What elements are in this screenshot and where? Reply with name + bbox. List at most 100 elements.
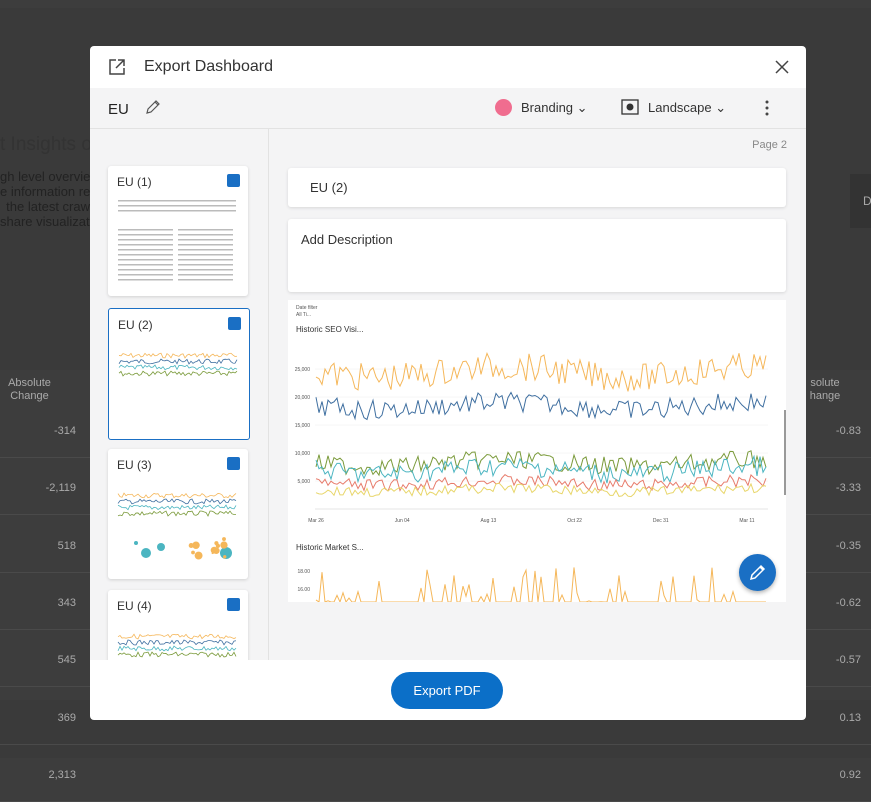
bg-cell: -2,119 (45, 482, 76, 495)
thumb-row (118, 249, 173, 251)
orientation-label: Landscape (648, 100, 712, 115)
thumb-line (117, 510, 237, 517)
thumb-row (118, 254, 173, 256)
preview-line (315, 454, 767, 484)
bg-line: the latest craw (6, 199, 90, 214)
x-tick-label: Mar 11 (739, 518, 754, 524)
thumb-bubble (194, 551, 203, 560)
edit-preview-button[interactable] (739, 554, 776, 591)
bg-col-header: solute hange (809, 377, 841, 402)
thumb-row (178, 229, 233, 231)
preview-bg (288, 300, 786, 602)
screen: t Insights o gh level overvie e informati… (0, 46, 871, 802)
page-list: EU (1) EU (2) EU (3) EU (4) (90, 129, 269, 660)
page-title: EU (2) (310, 180, 348, 195)
bg-cell: 369 (57, 711, 76, 724)
thumb-line (117, 492, 237, 499)
preview-line (315, 567, 766, 602)
page-thumbnail[interactable]: EU (2) (108, 308, 250, 440)
bg-cell: -0.62 (835, 596, 861, 609)
thumb-row (178, 259, 233, 261)
thumbnail-image (117, 633, 237, 658)
page-thumbnail[interactable]: EU (4) (108, 590, 248, 660)
bg-cell: 0.92 (839, 768, 861, 781)
bg-cell: -314 (53, 425, 76, 437)
bg-row-line (0, 743, 871, 745)
thumb-line (118, 352, 238, 359)
thumb-bubble (220, 541, 228, 549)
thumb-row (118, 239, 173, 241)
more-menu[interactable] (763, 99, 771, 117)
x-tick-label: Dec 31 (653, 518, 669, 524)
page-thumbnail[interactable]: EU (1) (108, 166, 248, 296)
bg-heading: t Insights o (0, 134, 92, 155)
thumbnail-image (117, 492, 237, 560)
thumb-row (178, 269, 233, 271)
thumb-line (117, 504, 237, 511)
thumb-row (118, 269, 173, 271)
orientation-dropdown[interactable]: Landscape ⌄ (648, 100, 727, 115)
page-label: EU (3) (117, 458, 152, 472)
thumb-bubble (210, 546, 218, 554)
page-label: EU (1) (117, 175, 152, 189)
y-tick-label: 10,000 (295, 451, 311, 457)
thumb-row (178, 244, 233, 246)
preview-line (315, 391, 767, 421)
y-tick-label: 18.00 (297, 569, 310, 575)
thumb-row (178, 234, 233, 236)
export-dialog: Export Dashboard EU Branding ⌄ Landscape… (90, 46, 806, 720)
thumb-bubble (134, 541, 138, 545)
thumb-line (118, 370, 238, 377)
thumb-line (117, 633, 237, 640)
description-field[interactable]: Add Description (288, 219, 786, 292)
thumb-bubble (192, 541, 200, 549)
page-title-field[interactable]: EU (2) (288, 168, 786, 207)
thumb-bubble (157, 543, 165, 551)
page-checkbox[interactable] (228, 317, 241, 330)
x-tick-label: Oct 22 (567, 518, 582, 524)
branding-dropdown[interactable]: Branding ⌄ (521, 100, 588, 115)
date-filter-label: Date filter (296, 305, 318, 311)
y-tick-label: 5,000 (297, 479, 310, 485)
chart-title: Historic SEO Visi... (296, 325, 363, 334)
y-tick-label: 25,000 (295, 367, 311, 373)
thumb-bubble (220, 547, 232, 559)
bg-cell: -0.83 (835, 425, 861, 437)
branding-color (495, 99, 512, 116)
branding-label: Branding (521, 100, 574, 115)
page-checkbox[interactable] (227, 598, 240, 611)
thumb-row (118, 244, 173, 246)
edit-name[interactable] (145, 99, 161, 115)
page-indicator: Page 2 (752, 139, 787, 151)
page-checkbox[interactable] (227, 457, 240, 470)
y-tick-label: 16.00 (297, 587, 310, 593)
toolbar: EU Branding ⌄ Landscape ⌄ (90, 88, 806, 129)
thumb-line (117, 651, 237, 658)
thumbnail-image (118, 352, 238, 377)
bg-cell: -0.57 (835, 654, 861, 667)
bg-cell: 518 (57, 539, 76, 552)
thumb-row (118, 205, 236, 207)
bg-cell: 2,313 (48, 768, 76, 781)
bg-line: gh level overvie (0, 169, 90, 184)
thumb-line (117, 498, 237, 505)
preview-line (315, 482, 767, 498)
thumb-row (118, 279, 173, 281)
thumb-row (178, 274, 233, 276)
thumb-row (178, 249, 233, 251)
export-pdf-button[interactable]: Export PDF (391, 672, 503, 709)
page-checkbox[interactable] (227, 174, 240, 187)
thumb-row (118, 229, 173, 231)
export-icon (109, 59, 125, 75)
thumbnail-image (118, 200, 236, 281)
thumb-row (118, 264, 173, 266)
thumb-row (178, 254, 233, 256)
thumb-row (118, 234, 173, 236)
thumb-line (118, 358, 238, 365)
bg-cell: 545 (57, 654, 76, 667)
close-button[interactable] (774, 59, 790, 75)
thumb-line (117, 645, 237, 652)
thumb-bubble (223, 555, 227, 559)
page-thumbnail[interactable]: EU (3) (108, 449, 248, 579)
